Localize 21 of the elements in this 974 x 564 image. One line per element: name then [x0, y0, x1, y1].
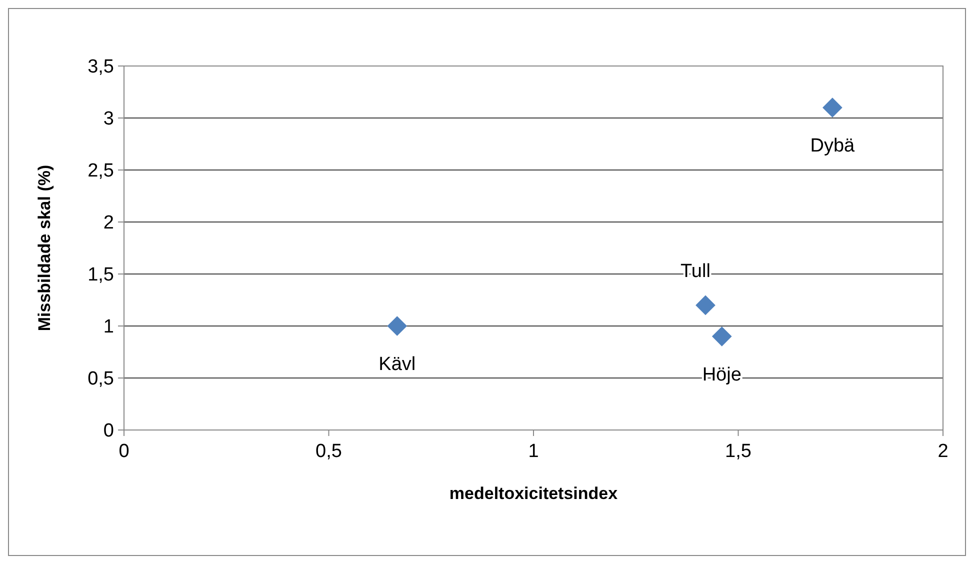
x-axis-title: medeltoxicitetsindex — [449, 484, 618, 503]
point — [387, 316, 407, 336]
annotation: Kävl — [378, 354, 416, 375]
y-tick-label: 0 — [103, 420, 114, 442]
x-tick-label: 1,5 — [725, 441, 752, 462]
y-tick-label: 2,5 — [88, 160, 114, 182]
point — [822, 98, 842, 118]
y-axis-title: Missbildade skal (%) — [35, 164, 54, 332]
x-tick-label: 2 — [938, 441, 948, 462]
y-tick-label: 0,5 — [88, 368, 114, 390]
y-tick-label: 3,5 — [88, 56, 114, 78]
y-tick-label: 3 — [103, 108, 114, 130]
x-tick-label: 0 — [118, 441, 130, 462]
point — [696, 295, 716, 315]
annotation: Dybä — [810, 136, 856, 157]
x-tick-label: 0,5 — [316, 441, 342, 462]
y-tick-label: 2 — [103, 212, 114, 234]
x-tick-label: 1 — [528, 441, 539, 462]
y-tick-label: 1 — [103, 316, 114, 338]
point — [712, 326, 732, 346]
y-tick-label: 1,5 — [88, 264, 114, 286]
